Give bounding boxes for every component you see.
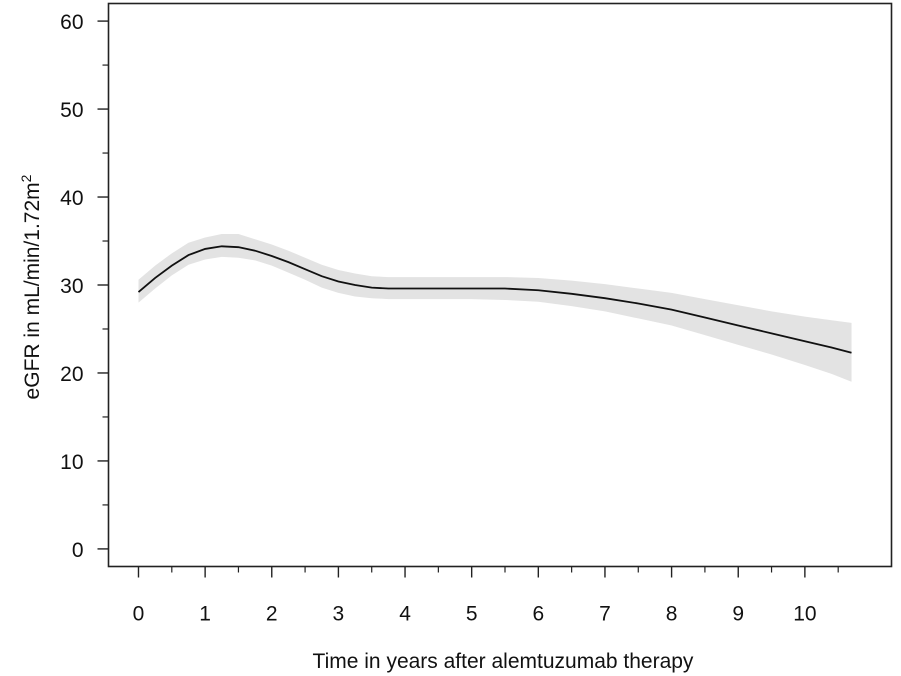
x-tick-label: 1 <box>199 603 211 626</box>
x-tick-label: 9 <box>732 603 744 626</box>
y-tick-label: 10 <box>60 451 83 474</box>
x-tick-label: 5 <box>466 603 478 626</box>
x-axis-ticks: 0 1 2 3 4 5 6 7 8 9 10 <box>133 566 839 626</box>
x-tick-label: 10 <box>793 603 816 626</box>
x-tick-label: 2 <box>266 603 278 626</box>
x-tick-label: 3 <box>333 603 345 626</box>
x-tick-label: 7 <box>599 603 611 626</box>
y-tick-label: 0 <box>72 539 84 562</box>
y-axis-ticks: 0 10 20 30 40 50 60 <box>60 11 109 562</box>
x-tick-label: 0 <box>133 603 145 626</box>
confidence-band <box>138 233 852 382</box>
x-tick-label: 6 <box>532 603 544 626</box>
x-tick-label: 4 <box>399 603 411 626</box>
egfr-trend-line <box>137 245 852 354</box>
x-axis-title: Time in years after alemtuzumab therapy <box>313 650 694 673</box>
y-axis-title: eGFR in mL/min/1.72m2 <box>18 174 44 399</box>
y-axis-title-main: eGFR in mL/min/1.72m <box>21 182 44 399</box>
y-tick-label: 40 <box>60 187 83 210</box>
y-tick-label: 50 <box>60 99 83 122</box>
x-tick-label: 8 <box>666 603 678 626</box>
y-axis-title-superscript: 2 <box>18 174 34 182</box>
y-tick-label: 30 <box>60 275 83 298</box>
y-tick-label: 20 <box>60 363 83 386</box>
y-tick-label: 60 <box>60 11 83 34</box>
